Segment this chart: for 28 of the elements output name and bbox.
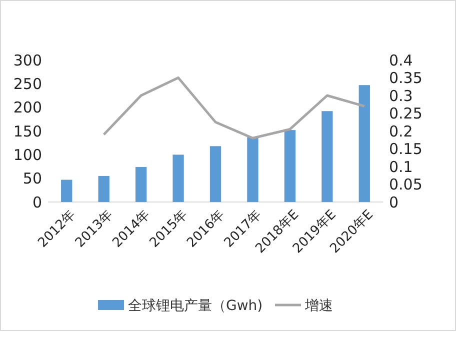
bar [358, 85, 370, 202]
y2-tick-label: 0.1 [389, 158, 413, 176]
bar [284, 130, 296, 202]
bar [172, 154, 184, 202]
y-tick-label: 300 [13, 51, 42, 70]
bar [322, 111, 333, 202]
y2-tick-label: 0.15 [389, 140, 422, 158]
y2-tick-label: 0.35 [389, 69, 422, 87]
y2-tick-label: 0.05 [389, 176, 422, 194]
legend-label: 增速 [304, 298, 333, 314]
y2-tick-label: 0.2 [389, 122, 413, 140]
y-tick-label: 0 [32, 193, 42, 212]
line-series [102, 76, 366, 140]
y-tick-label: 150 [13, 122, 42, 140]
y-tick-label: 50 [22, 170, 42, 188]
y2-tick-label: 0.3 [389, 86, 413, 105]
bar [247, 137, 258, 202]
y-tick-label: 250 [13, 74, 42, 93]
y-tick-label: 100 [13, 146, 42, 164]
bar [210, 146, 222, 202]
bar [135, 166, 147, 202]
y2-tick-label: 0.4 [389, 51, 413, 70]
bar [98, 176, 110, 202]
bar [61, 180, 72, 202]
y2-tick-label: 0.25 [389, 104, 422, 122]
legend-label: 全球锂电产量（Gwh) [128, 298, 263, 314]
y2-tick-label: 0 [389, 193, 399, 212]
y-tick-label: 200 [13, 98, 42, 117]
